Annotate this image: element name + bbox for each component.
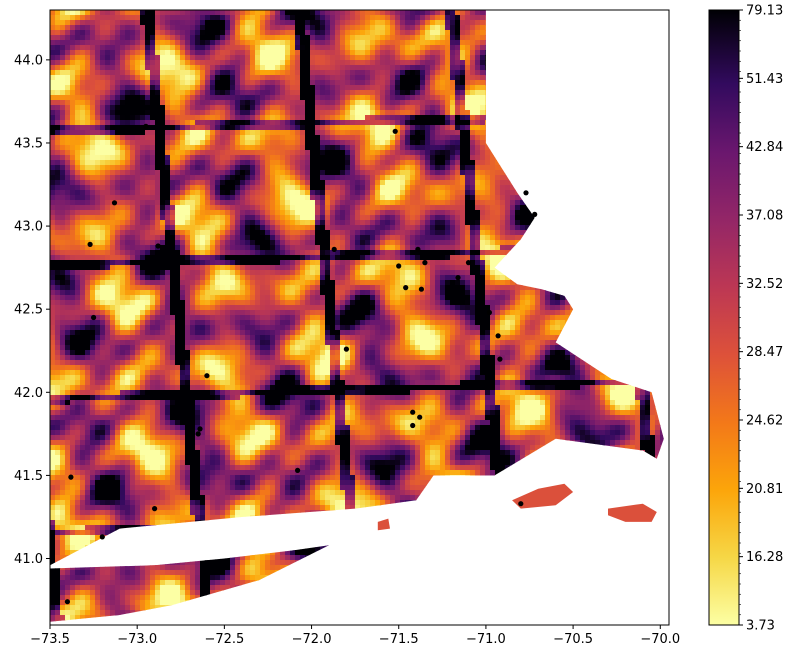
island-shape	[608, 503, 657, 522]
station-point	[523, 190, 529, 196]
station-point	[68, 474, 74, 480]
plot-area: −73.5 −73.0 −72.5 −72.0 −71.5 −71.0 −70.5 −70.0…	[14, 9, 680, 647]
colorbar: 3.73 16.28 20.81 24.62 28.47 32.52 37.08 42.84 5…	[708, 4, 783, 634]
station-point	[295, 467, 301, 473]
station-point	[403, 285, 409, 291]
station-point	[143, 123, 149, 129]
x-tick-label: −72.5	[204, 632, 244, 647]
x-tick-label: −73.0	[117, 632, 157, 647]
colorbar-tick-label: 24.62	[746, 414, 783, 429]
station-point	[197, 426, 203, 432]
station-point	[111, 200, 118, 206]
station-point	[204, 373, 210, 379]
x-tick-label: −73.5	[30, 632, 70, 647]
station-point	[410, 422, 416, 429]
x-tick-label: −71.5	[379, 632, 419, 647]
colorbar-ticks: 3.73 16.28 20.81 24.62 28.47 32.52 37.08 42.84 5…	[739, 4, 783, 634]
station-point	[455, 275, 461, 281]
station-point	[87, 241, 93, 247]
y-tick-label: 44.0	[14, 53, 43, 68]
x-axis: −73.5 −73.0 −72.5 −72.0 −71.5 −71.0 −70.5 −70.0	[30, 625, 680, 647]
station-point	[343, 346, 349, 352]
colorbar-tick-label: 32.52	[746, 277, 783, 292]
x-tick-label: −71.0	[466, 632, 506, 647]
station-point	[396, 263, 402, 269]
station-point	[518, 501, 524, 507]
station-point	[495, 333, 501, 339]
colorbar-tick-label: 37.08	[746, 209, 783, 224]
x-tick-label: −70.0	[640, 632, 680, 647]
y-tick-label: 42.5	[14, 303, 43, 318]
island-shape	[512, 483, 574, 509]
colorbar-tick-label: 51.43	[746, 72, 783, 87]
x-tick-label: −72.0	[292, 632, 332, 647]
colorbar-tick-label: 28.47	[746, 345, 783, 360]
station-points	[64, 123, 538, 605]
station-point	[91, 314, 97, 321]
y-tick-label: 41.5	[14, 469, 43, 484]
y-tick-label: 43.5	[14, 136, 43, 151]
station-point	[99, 534, 105, 540]
station-point	[417, 414, 423, 420]
y-tick-label: 43.0	[14, 220, 43, 235]
x-tick-label: −70.5	[553, 632, 593, 647]
colorbar-tick-label: 20.81	[746, 482, 783, 497]
station-point	[195, 431, 201, 437]
colorbar-tick-label: 16.28	[746, 550, 783, 565]
colorbar-tick-label: 42.84	[746, 140, 783, 155]
station-point	[497, 356, 503, 362]
station-point	[64, 599, 70, 605]
colorbar-tick-label: 79.13	[746, 4, 783, 19]
y-tick-label: 41.0	[14, 552, 43, 567]
station-point	[465, 260, 472, 266]
island-shape	[377, 518, 390, 531]
station-point	[486, 309, 492, 316]
station-point	[331, 246, 337, 252]
colorbar-gradient	[709, 10, 739, 625]
station-point	[392, 128, 398, 134]
colorbar-tick-label: 3.73	[746, 619, 775, 634]
plot-frame	[49, 9, 670, 626]
station-point	[155, 243, 161, 249]
station-point	[152, 506, 158, 512]
islands	[377, 483, 657, 531]
station-point	[415, 246, 421, 252]
station-point	[418, 286, 424, 292]
station-point	[422, 260, 428, 266]
y-axis: 41.0 41.5 42.0 42.5 43.0 43.5 44.0	[14, 53, 50, 567]
y-tick-label: 42.0	[14, 386, 43, 401]
station-point	[532, 211, 538, 217]
station-point	[410, 409, 416, 415]
